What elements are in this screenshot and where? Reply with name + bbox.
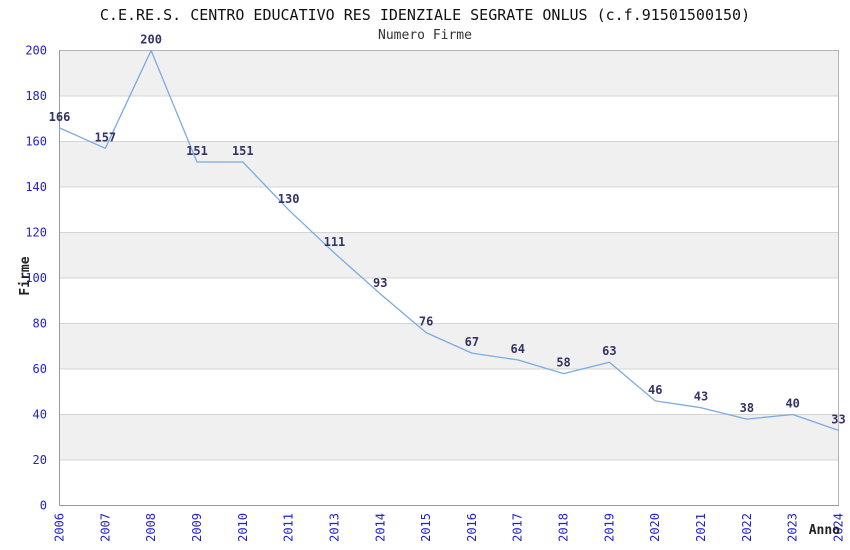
data-point-label: 130 bbox=[278, 192, 300, 206]
data-point-label: 93 bbox=[373, 276, 387, 290]
data-point-label: 151 bbox=[232, 144, 254, 158]
data-point-label: 38 bbox=[740, 401, 754, 415]
y-tick-label: 120 bbox=[25, 226, 47, 240]
y-tick-label: 180 bbox=[25, 89, 47, 103]
y-tick-label: 140 bbox=[25, 180, 47, 194]
data-line bbox=[59, 49, 839, 432]
data-point-label: 64 bbox=[511, 342, 525, 356]
x-tick-label: 2023 bbox=[786, 513, 800, 542]
x-tick-label: 2024 bbox=[832, 513, 846, 542]
y-tick-label: 0 bbox=[40, 499, 47, 513]
x-tick-label: 2011 bbox=[282, 513, 296, 542]
plot-band bbox=[59, 323, 839, 369]
data-point-label: 76 bbox=[419, 315, 433, 329]
y-tick-label: 60 bbox=[33, 362, 47, 376]
data-point-label: 200 bbox=[140, 33, 162, 47]
data-point-label: 40 bbox=[785, 397, 799, 411]
data-point-label: 43 bbox=[694, 390, 708, 404]
chart-title: C.E.RE.S. CENTRO EDUCATIVO RES IDENZIALE… bbox=[99, 6, 751, 24]
x-tick-label: 2009 bbox=[190, 513, 204, 542]
data-point-label: 63 bbox=[602, 344, 616, 358]
x-tick-label: 2008 bbox=[144, 513, 158, 542]
x-tick-label: 2015 bbox=[419, 513, 433, 542]
x-tick-label: 2019 bbox=[602, 513, 616, 542]
y-axis-title: Firme bbox=[18, 256, 33, 295]
x-tick-label: 2022 bbox=[740, 513, 754, 542]
data-point-label: 46 bbox=[648, 383, 662, 397]
x-axis-title: Anno bbox=[809, 523, 840, 538]
x-tick-label: 2020 bbox=[648, 513, 662, 542]
x-tick-label: 2010 bbox=[236, 513, 250, 542]
plot-generated-layer: 0 20 40 60 80 100 120 140 160 180 200 2006 2007 2008 2… bbox=[25, 33, 845, 542]
x-tick-label: 2018 bbox=[557, 513, 571, 542]
y-tick-label: 80 bbox=[33, 317, 47, 331]
plot-band bbox=[59, 141, 839, 187]
y-tick-label: 40 bbox=[33, 408, 47, 422]
data-point-label: 166 bbox=[49, 110, 71, 124]
data-point-label: 157 bbox=[94, 130, 116, 144]
x-tick-label: 2016 bbox=[465, 513, 479, 542]
data-point-label: 111 bbox=[324, 235, 346, 249]
x-tick-label: 2013 bbox=[327, 513, 341, 542]
x-tick-label: 2021 bbox=[694, 513, 708, 542]
x-tick-label: 2006 bbox=[53, 513, 67, 542]
x-tick-label: 2017 bbox=[511, 513, 525, 542]
x-tick-label: 2007 bbox=[98, 513, 112, 542]
chart-subtitle: Numero Firme bbox=[378, 28, 472, 43]
data-point-label: 58 bbox=[556, 356, 570, 370]
plot-band bbox=[59, 50, 839, 96]
y-tick-label: 200 bbox=[25, 44, 47, 58]
x-tick-label: 2014 bbox=[373, 513, 387, 542]
y-tick-label: 100 bbox=[25, 271, 47, 285]
y-tick-label: 160 bbox=[25, 135, 47, 149]
data-point-label: 33 bbox=[831, 412, 845, 426]
data-point-label: 67 bbox=[465, 335, 479, 349]
plot-band bbox=[59, 232, 839, 278]
data-point-label: 151 bbox=[186, 144, 208, 158]
plot-band bbox=[59, 414, 839, 460]
y-tick-label: 20 bbox=[33, 453, 47, 467]
